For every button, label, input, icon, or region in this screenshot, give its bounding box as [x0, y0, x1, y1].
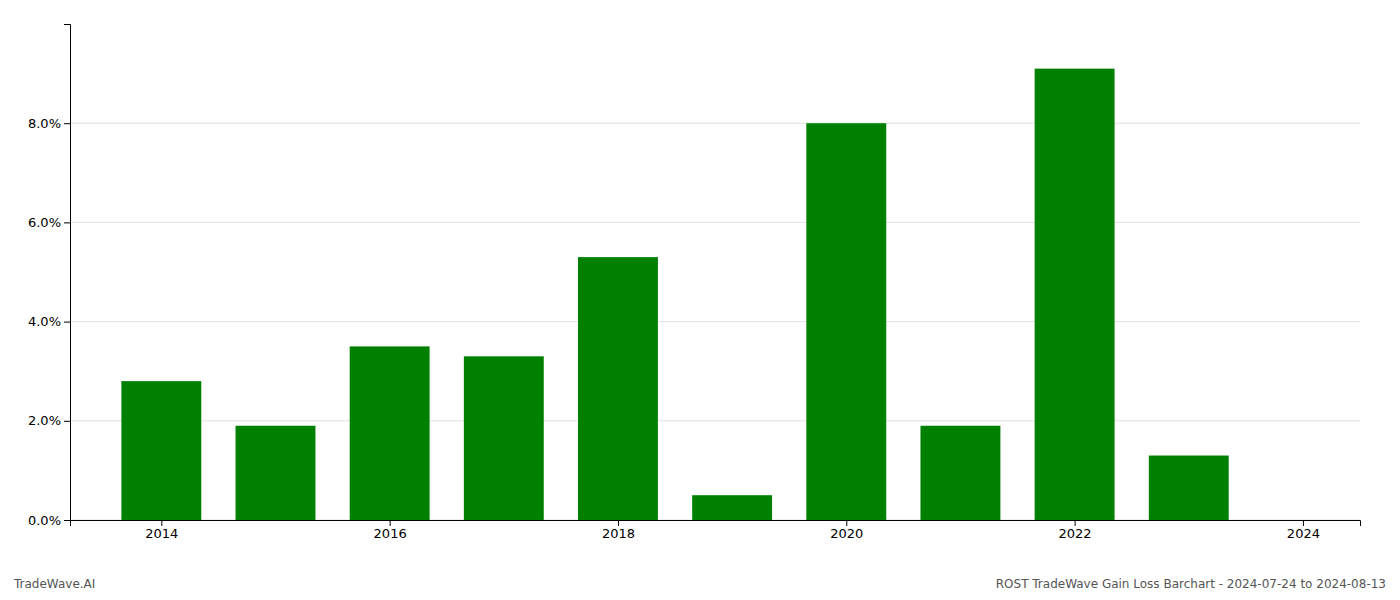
bar	[806, 123, 886, 520]
grid-line	[70, 222, 1360, 223]
x-tick-label: 2014	[145, 526, 178, 541]
y-tick-label: 8.0%	[28, 116, 61, 131]
x-tick-label: 2022	[1059, 526, 1092, 541]
bar	[1035, 69, 1115, 520]
grid-line	[70, 123, 1360, 124]
x-tick: 2016	[374, 520, 407, 541]
bar	[1149, 456, 1229, 520]
x-tick: 2018	[602, 520, 635, 541]
x-tick-label: 2024	[1287, 526, 1320, 541]
x-tick: 2020	[830, 520, 863, 541]
x-tick-mark	[161, 520, 162, 526]
y-tick: 4.0%	[28, 314, 70, 329]
plot: 0.0% 2.0% 4.0% 6.0% 8.0% 2014 2016 2018 2020 2022…	[28, 25, 1361, 542]
x-tick-mark	[390, 520, 391, 526]
x-tick: 2014	[145, 520, 178, 541]
bar	[578, 257, 658, 520]
grid-line	[70, 321, 1360, 322]
y-tick-mark	[64, 123, 70, 124]
x-tick-label: 2020	[830, 526, 863, 541]
y-tick-label: 4.0%	[28, 314, 61, 329]
y-axis: 0.0% 2.0% 4.0% 6.0% 8.0%	[28, 25, 71, 528]
bar	[350, 346, 430, 520]
x-tick-mark	[1303, 520, 1304, 526]
bar	[692, 495, 772, 520]
x-tick: 2022	[1059, 520, 1092, 541]
grid-line	[70, 420, 1360, 421]
y-tick: 0.0%	[28, 513, 70, 528]
bars	[121, 69, 1228, 520]
y-axis-line	[64, 25, 71, 521]
y-tick-mark	[64, 222, 70, 223]
y-tick: 2.0%	[28, 413, 70, 428]
y-tick-label: 6.0%	[28, 215, 61, 230]
y-tick-mark	[64, 421, 70, 422]
bar	[464, 356, 544, 520]
y-tick-mark	[64, 520, 70, 521]
bar	[121, 381, 201, 520]
x-axis-line	[71, 521, 1361, 527]
footer-note: ROST TradeWave Gain Loss Barchart - 2024…	[996, 577, 1386, 591]
chart: 0.0% 2.0% 4.0% 6.0% 8.0% 2014 2016 2018 2020 2022…	[0, 0, 1400, 600]
x-tick: 2024	[1287, 520, 1320, 541]
y-tick-label: 2.0%	[28, 413, 61, 428]
x-tick-mark	[846, 520, 847, 526]
y-tick: 8.0%	[28, 116, 70, 131]
x-tick-label: 2016	[374, 526, 407, 541]
y-tick-label: 0.0%	[28, 513, 61, 528]
footer-note: TradeWave.AI	[13, 577, 95, 591]
x-tick-mark	[618, 520, 619, 526]
x-tick-label: 2018	[602, 526, 635, 541]
x-axis: 2014 2016 2018 2020 2022 2024	[71, 520, 1361, 541]
grid	[70, 123, 1360, 520]
bar	[236, 426, 316, 520]
x-tick-mark	[1075, 520, 1076, 526]
bar	[920, 426, 1000, 520]
y-tick: 6.0%	[28, 215, 70, 230]
y-tick-mark	[64, 322, 70, 323]
